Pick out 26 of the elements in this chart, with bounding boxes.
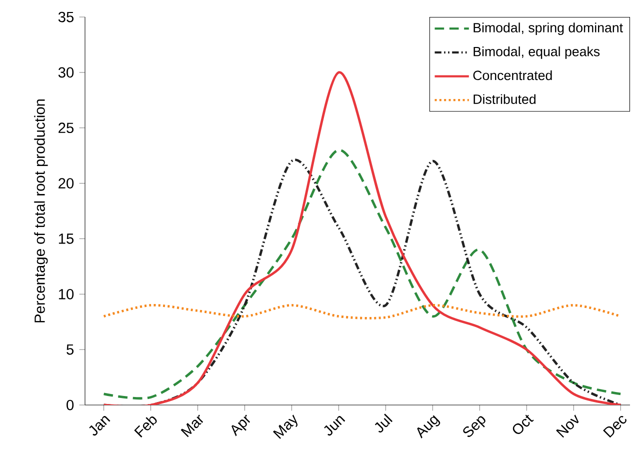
x-tick-label: Nov (556, 414, 579, 438)
x-tick-label: Mar (180, 414, 204, 438)
x-tick-label: Jan (89, 416, 110, 436)
y-tick-label: 15 (58, 234, 74, 244)
y-tick-label: 0 (66, 400, 74, 410)
x-tick-label: Apr (232, 414, 250, 436)
x-tick-label: Oct (512, 414, 534, 434)
y-tick-label: 35 (58, 12, 74, 22)
x-tick-label: Sep (463, 416, 486, 437)
x-tick-label: Feb (134, 416, 157, 438)
x-tick-label: Jul (374, 414, 393, 432)
y-tick-label: 25 (58, 122, 74, 134)
y-tick-label: 10 (58, 288, 74, 300)
legend-label: Bimodal, spring dominant (474, 22, 623, 36)
x-tick-label: Dec (603, 416, 626, 438)
y-axis-title: Percentage of total root production (34, 99, 48, 322)
line-series (102, 71, 622, 406)
y-tick-label: 20 (58, 178, 74, 188)
legend-label: Concentrated (473, 70, 552, 80)
x-tick-label: Jun (324, 416, 346, 436)
y-tick-label: 30 (58, 67, 74, 78)
y-tick-label: 5 (66, 344, 74, 355)
legend-label: Distributed (474, 94, 536, 104)
legend-label: Bimodal, equal peaks (474, 46, 600, 59)
x-tick-label: Aug (417, 415, 440, 439)
x-tick-label: May (272, 414, 298, 439)
